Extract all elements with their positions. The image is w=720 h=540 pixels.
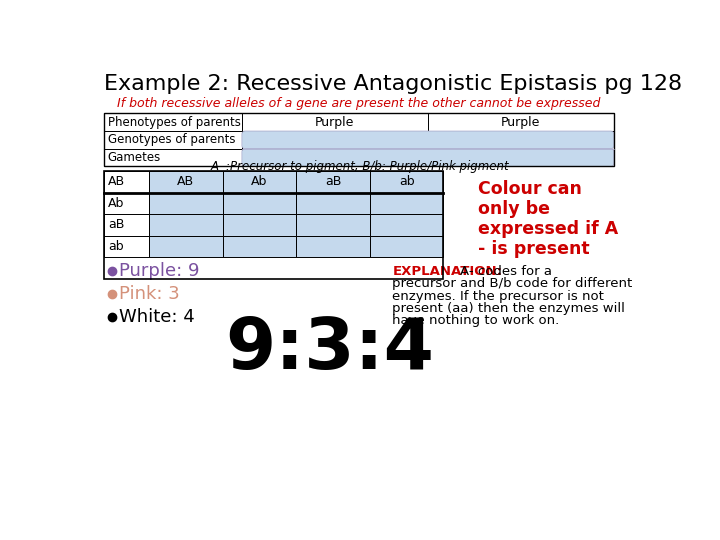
Bar <box>104 171 444 279</box>
Text: precursor and B/b code for different: precursor and B/b code for different <box>392 278 632 291</box>
Text: Example 2: Recessive Antagonistic Epistasis pg 128: Example 2: Recessive Antagonistic Epista… <box>104 74 682 94</box>
Text: Purple: 9: Purple: 9 <box>120 262 200 280</box>
Bar <box>149 236 222 257</box>
Bar <box>149 193 222 214</box>
Bar <box>370 214 444 236</box>
Text: ab: ab <box>108 240 123 253</box>
Text: Gametes: Gametes <box>108 151 161 164</box>
Text: A- codes for a: A- codes for a <box>459 265 552 278</box>
Bar <box>104 131 242 148</box>
Bar <box>222 236 296 257</box>
Bar <box>296 193 370 214</box>
Bar <box>296 171 370 193</box>
Text: Purple: Purple <box>315 116 354 129</box>
Bar <box>104 171 149 193</box>
Text: AB: AB <box>108 176 125 188</box>
Bar <box>222 171 296 193</box>
Text: Pink: 3: Pink: 3 <box>120 285 180 303</box>
Text: expressed if A: expressed if A <box>477 220 618 238</box>
Text: - is present: - is present <box>477 240 589 258</box>
Bar <box>296 214 370 236</box>
Text: present (aa) then the enzymes will: present (aa) then the enzymes will <box>392 302 625 315</box>
Bar <box>370 171 444 193</box>
Bar <box>370 236 444 257</box>
FancyBboxPatch shape <box>242 131 614 148</box>
Text: aB: aB <box>108 219 125 232</box>
Bar <box>149 214 222 236</box>
Bar <box>222 171 296 193</box>
Bar <box>104 171 149 193</box>
Text: enzymes. If the precursor is not: enzymes. If the precursor is not <box>392 289 604 302</box>
Text: A- :Precursor to pigment, B/b: Purple/Pink pigment: A- :Precursor to pigment, B/b: Purple/Pi… <box>210 160 509 173</box>
Text: Colour can: Colour can <box>477 180 581 198</box>
Text: only be: only be <box>477 200 549 218</box>
Bar <box>104 236 149 257</box>
Text: White: 4: White: 4 <box>120 308 195 326</box>
Text: Ab: Ab <box>108 197 125 210</box>
Bar <box>296 171 370 193</box>
Text: Ab: Ab <box>251 176 268 188</box>
Bar <box>104 214 149 236</box>
Bar <box>370 193 444 214</box>
Bar <box>242 113 428 131</box>
FancyBboxPatch shape <box>242 148 614 166</box>
Bar <box>104 113 242 131</box>
Text: ab: ab <box>399 176 415 188</box>
Bar <box>296 236 370 257</box>
Bar <box>104 113 614 166</box>
Text: 9:3:4: 9:3:4 <box>225 315 435 384</box>
Bar <box>104 193 149 214</box>
Text: have nothing to work on.: have nothing to work on. <box>392 314 559 327</box>
Bar <box>104 148 242 166</box>
Text: Genotypes of parents: Genotypes of parents <box>108 133 235 146</box>
Bar <box>149 171 222 193</box>
Text: If both recessive alleles of a gene are present the other cannot be expressed: If both recessive alleles of a gene are … <box>117 97 600 110</box>
Text: EXPLANATION:: EXPLANATION: <box>392 265 503 278</box>
Bar <box>222 214 296 236</box>
Bar <box>370 171 444 193</box>
Text: AB: AB <box>177 176 194 188</box>
Bar <box>428 113 614 131</box>
Bar <box>222 193 296 214</box>
Text: Purple: Purple <box>501 116 541 129</box>
Bar <box>149 171 222 193</box>
Text: Phenotypes of parents: Phenotypes of parents <box>108 116 240 129</box>
Text: aB: aB <box>325 176 341 188</box>
